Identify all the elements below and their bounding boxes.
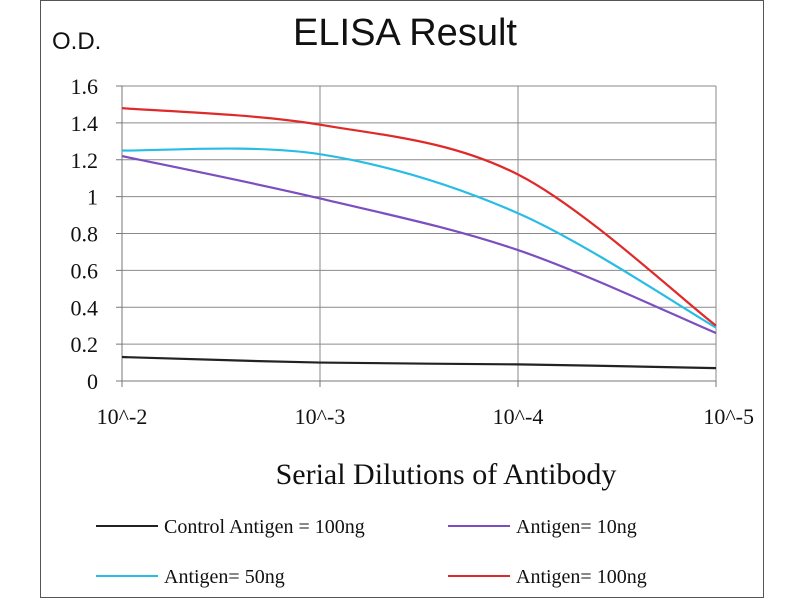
chart-frame bbox=[40, 0, 764, 598]
x-tick-label: 10^-3 bbox=[295, 404, 346, 429]
x-tick-label: 10^-5 bbox=[703, 404, 754, 429]
chart-title: ELISA Result bbox=[293, 12, 517, 54]
series-line-3 bbox=[121, 107, 717, 327]
x-tick-label: 10^-4 bbox=[493, 404, 544, 429]
series-lines bbox=[121, 107, 717, 370]
y-tick-label: 1.6 bbox=[71, 74, 99, 99]
series-line-0 bbox=[121, 355, 717, 370]
legend-label: Antigen= 50ng bbox=[164, 566, 285, 588]
x-axis-label: Serial Dilutions of Antibody bbox=[276, 458, 617, 491]
y-axis-label: O.D. bbox=[52, 28, 102, 55]
x-tick-labels: 10^-2 10^-3 10^-4 10^-5 bbox=[97, 381, 754, 429]
legend-label: Control Antigen = 100ng bbox=[164, 516, 365, 538]
y-tick-label: 1.4 bbox=[71, 111, 99, 136]
y-tick-label: 0 bbox=[87, 369, 98, 394]
y-tick-label: 0.6 bbox=[71, 258, 99, 283]
y-tick-label: 0.4 bbox=[71, 295, 99, 320]
legend-label: Antigen= 100ng bbox=[516, 566, 647, 588]
y-tick-label: 0.8 bbox=[71, 222, 99, 247]
y-tick-labels: 0 0.2 0.4 0.6 0.8 1 1.2 1.4 1.6 bbox=[71, 74, 122, 394]
series-line-1 bbox=[121, 154, 717, 335]
y-tick-label: 0.2 bbox=[71, 332, 99, 357]
y-tick-label: 1.2 bbox=[71, 148, 99, 173]
legend-label: Antigen= 10ng bbox=[516, 516, 637, 538]
grid bbox=[121, 85, 717, 382]
y-tick-label: 1 bbox=[87, 185, 98, 210]
series-line-2 bbox=[121, 147, 717, 329]
legend: Control Antigen = 100ng Antigen= 10ng Anti… bbox=[96, 516, 647, 588]
x-tick-label: 10^-2 bbox=[97, 404, 148, 429]
